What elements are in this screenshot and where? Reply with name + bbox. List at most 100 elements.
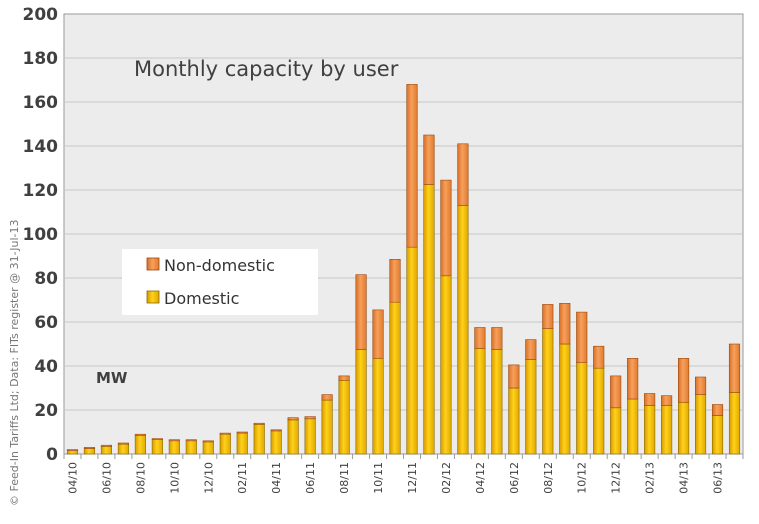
bar-domestic <box>728 392 741 455</box>
bar-non-domestic <box>168 439 180 442</box>
bar-domestic <box>202 441 214 455</box>
bar-non-domestic <box>508 364 520 389</box>
bar-non-domestic <box>728 343 741 393</box>
legend: Non-domestic Domestic <box>122 249 318 315</box>
bars <box>66 84 741 455</box>
bar-domestic <box>491 349 503 455</box>
y-tick-label: 140 <box>23 137 59 157</box>
bar-domestic <box>661 405 673 455</box>
y-tick-label: 80 <box>34 269 58 289</box>
x-tick-label: 08/12 <box>542 462 555 494</box>
bar-domestic <box>576 362 588 455</box>
bar-domestic <box>219 433 231 455</box>
bar-domestic <box>627 398 639 455</box>
y-tick-label: 180 <box>23 49 59 69</box>
x-tick-label: 04/12 <box>474 462 487 494</box>
x-tick-label: 02/13 <box>644 462 657 494</box>
legend-swatch-domestic <box>146 290 160 304</box>
chart-title: Monthly capacity by user <box>134 57 399 81</box>
x-tick-label: 04/10 <box>66 462 79 494</box>
bar-non-domestic <box>457 143 469 206</box>
bar-non-domestic <box>576 311 588 364</box>
bar-domestic <box>457 205 469 455</box>
x-tick-label: 02/12 <box>440 462 453 494</box>
unit-label: MW <box>96 369 128 387</box>
bar-domestic <box>406 246 418 455</box>
bar-non-domestic <box>440 179 452 277</box>
bar-domestic <box>423 184 435 455</box>
bar-non-domestic <box>627 357 639 400</box>
bar-non-domestic <box>355 274 367 350</box>
x-tick-label: 12/11 <box>406 462 419 494</box>
bar-domestic <box>338 379 350 455</box>
bar-non-domestic <box>491 327 503 350</box>
bar-non-domestic <box>287 417 299 421</box>
bar-domestic <box>117 443 129 455</box>
bar-non-domestic <box>253 422 265 425</box>
bar-domestic <box>287 419 299 455</box>
bar-non-domestic <box>711 404 724 416</box>
bar-non-domestic <box>610 375 622 409</box>
bar-non-domestic <box>406 84 418 248</box>
legend-swatch-non-domestic <box>146 257 160 271</box>
y-tick-label: 60 <box>34 313 58 333</box>
bar-domestic <box>304 418 316 455</box>
bar-domestic <box>236 432 248 455</box>
bar-non-domestic <box>236 431 248 434</box>
bar-non-domestic <box>83 447 96 449</box>
bar-non-domestic <box>525 339 537 360</box>
bar-domestic <box>151 439 163 455</box>
y-tick-label: 120 <box>23 181 59 201</box>
bar-domestic <box>610 407 622 455</box>
bar-non-domestic <box>219 432 231 435</box>
bar-domestic <box>711 415 724 455</box>
bar-domestic <box>270 430 282 455</box>
x-tick-label: 04/11 <box>270 462 283 494</box>
x-tick-label: 06/13 <box>712 462 725 494</box>
bar-non-domestic <box>117 442 129 445</box>
bar-domestic <box>593 367 605 455</box>
source-credit: © Feed-In Tariffs Ltd; Data: FITs regist… <box>8 220 21 506</box>
bar-domestic <box>100 445 112 455</box>
bar-non-domestic <box>423 134 435 185</box>
bar-non-domestic <box>474 327 486 349</box>
bar-domestic <box>525 359 537 455</box>
bar-non-domestic <box>100 444 112 447</box>
x-tick-label: 06/10 <box>100 462 113 494</box>
legend-label-domestic: Domestic <box>164 289 239 308</box>
bar-non-domestic <box>338 375 350 381</box>
bar-domestic <box>134 434 146 455</box>
bar-non-domestic <box>678 357 690 403</box>
bar-non-domestic <box>151 438 163 441</box>
bar-domestic <box>440 275 452 455</box>
bar-domestic <box>168 440 180 455</box>
bar-domestic <box>321 399 333 455</box>
bar-domestic <box>185 440 197 455</box>
bar-domestic <box>355 349 367 455</box>
bar-non-domestic <box>372 309 384 359</box>
bar-non-domestic <box>644 393 656 406</box>
bar-domestic <box>695 394 707 455</box>
bar-domestic <box>559 343 571 455</box>
x-tick-label: 08/11 <box>338 462 351 494</box>
bar-non-domestic <box>134 433 146 436</box>
bar-domestic <box>83 448 96 455</box>
bar-domestic <box>66 450 79 455</box>
x-tick-label: 02/11 <box>236 462 249 494</box>
bar-non-domestic <box>661 395 673 406</box>
bar-domestic <box>474 348 486 455</box>
x-tick-label: 12/12 <box>610 462 623 494</box>
bar-non-domestic <box>695 376 707 395</box>
x-tick-label: 10/11 <box>372 462 385 494</box>
bar-domestic <box>372 357 384 455</box>
y-tick-label: 200 <box>23 5 59 25</box>
bar-non-domestic <box>542 304 554 329</box>
bar-non-domestic <box>66 449 79 452</box>
y-tick-label: 40 <box>34 357 58 377</box>
bar-non-domestic <box>304 416 316 420</box>
bar-domestic <box>644 405 656 455</box>
bar-domestic <box>389 301 401 455</box>
y-tick-label: 0 <box>46 445 58 465</box>
x-tick-label: 06/12 <box>508 462 521 494</box>
